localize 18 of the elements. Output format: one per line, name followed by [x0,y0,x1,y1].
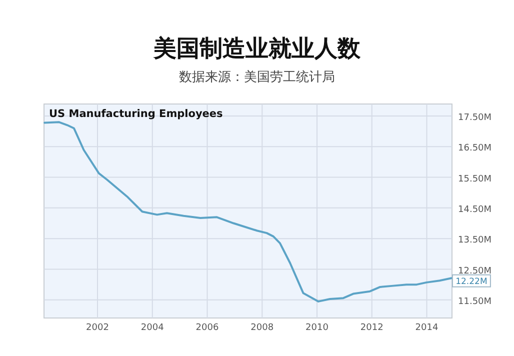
x-tick-label: 2006 [196,323,219,333]
x-tick-label: 2012 [360,323,384,333]
chart-subtitle: 数据来源：美国劳工统计局 [179,69,335,85]
x-tick-label: 2002 [86,323,109,333]
chart-title: 美国制造业就业人数 [152,35,362,62]
x-tick-label: 2008 [250,323,274,333]
x-tick-label: 2004 [140,323,164,333]
annotation: 12.22M [456,276,488,287]
y-tick-label: 16.50M [458,144,492,154]
y-tick-label: 12.50M [458,266,492,276]
y-tick-label: 17.50M [458,112,492,123]
y-tick-label: 15.50M [458,174,492,184]
annotation: US Manufacturing Employees [49,108,223,120]
x-tick-label: 2014 [415,323,438,333]
y-tick-label: 14.50M [458,204,492,215]
x-tick-label: 2010 [306,323,329,333]
y-tick-label: 11.50M [458,296,492,307]
y-tick-label: 13.50M [458,236,492,246]
